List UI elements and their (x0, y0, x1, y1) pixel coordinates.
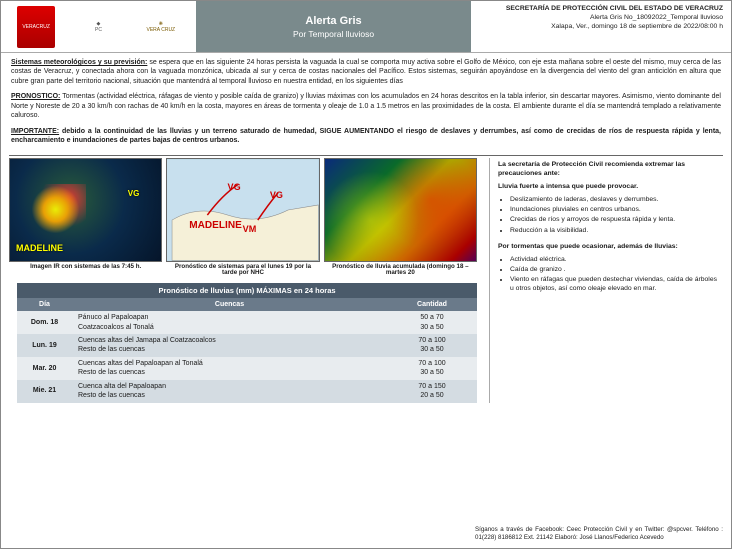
table-title: Pronóstico de lluvias (mm) MÁXIMAS en 24… (17, 283, 477, 298)
list-item: Viento en ráfagas que pueden destechar v… (510, 275, 717, 293)
alert-subtitle: Por Temporal lluvioso (293, 29, 374, 39)
cell-dia: Mie. 21 (17, 380, 72, 403)
map-ir-caption: Imagen IR con sistemas de las 7:45 h. (9, 262, 162, 273)
list-item: Actividad eléctrica. (510, 255, 717, 264)
cell-dia: Mar. 20 (17, 357, 72, 380)
cell-cantidad: 70 a 15020 a 50 (387, 380, 477, 403)
logo-pc: ◆PC (79, 6, 117, 48)
table-wrap: Pronóstico de lluvias (mm) MÁXIMAS en 24… (9, 279, 485, 403)
map-rain: Pronóstico de lluvia acumulada (domingo … (324, 158, 477, 280)
table-row: Lun. 19Cuencas altas del Jamapa al Coatz… (17, 334, 477, 357)
map-ir: MADELINE VG Imagen IR con sistemas de la… (9, 158, 162, 280)
col-cantidad: Cantidad (387, 298, 477, 311)
map-nhc-caption: Pronóstico de sistemas para el lunes 19 … (166, 262, 319, 280)
para-systems: Sistemas meteorológicos y su previsión: … (11, 58, 721, 86)
table-row: Dom. 18Pánuco al PapaloapanCoatzacoalcos… (17, 311, 477, 334)
para-forecast: PRONOSTICO: Tormentas (actividad eléctri… (11, 92, 721, 120)
logo-veracruz2: ❋VERA CRUZ (142, 6, 180, 48)
storm-heading: Por tormentas que puede ocasionar, ademá… (498, 242, 717, 251)
list-item: Caída de granizo . (510, 265, 717, 274)
col-cuencas: Cuencas (72, 298, 387, 311)
alert-datetime: Xalapa, Ver., domingo 18 de septiembre d… (479, 23, 723, 32)
label-madeline: MADELINE (16, 243, 63, 253)
cell-cuencas: Pánuco al PapaloapanCoatzacoalcos al Ton… (72, 311, 387, 334)
list-item: Inundaciones pluviales en centros urbano… (510, 205, 717, 214)
maps-row: MADELINE VG Imagen IR con sistemas de la… (9, 158, 477, 280)
mid-section: MADELINE VG Imagen IR con sistemas de la… (1, 156, 731, 403)
header: VERACRUZ ◆PC ❋VERA CRUZ Alerta Gris Por … (1, 1, 731, 53)
map-nhc: MADELINE VG VG VM Pronóstico de sistemas… (166, 158, 319, 280)
cell-cuencas: Cuencas altas del Jamapa al Coatzacoalco… (72, 334, 387, 357)
list-item: Reducción a la visibilidad. (510, 226, 717, 235)
cell-cantidad: 70 a 10030 a 50 (387, 357, 477, 380)
map-rain-caption: Pronóstico de lluvia acumulada (domingo … (324, 262, 477, 280)
map-ir-image: MADELINE VG (9, 158, 162, 262)
rec-heading: La secretaría de Protección Civil recomi… (498, 160, 717, 178)
logo-veracruz: VERACRUZ (17, 6, 55, 48)
logo-strip: VERACRUZ ◆PC ❋VERA CRUZ (1, 1, 196, 52)
map-rain-image (324, 158, 477, 262)
header-right: SECRETARÍA DE PROTECCIÓN CIVIL DEL ESTAD… (471, 1, 731, 52)
svg-text:VM: VM (243, 224, 257, 234)
table-row: Mar. 20Cuencas altas del Papaloapan al T… (17, 357, 477, 380)
list-item: Crecidas de ríos y arroyos de respuesta … (510, 215, 717, 224)
recommendations-panel: La secretaría de Protección Civil recomi… (489, 158, 723, 403)
map-nhc-image: MADELINE VG VG VM (166, 158, 319, 262)
col-dia: Día (17, 298, 72, 311)
cell-cuencas: Cuenca alta del PapaloapanResto de las c… (72, 380, 387, 403)
cell-cantidad: 50 a 7030 a 50 (387, 311, 477, 334)
label-vg: VG (128, 189, 140, 198)
table-row: Mie. 21Cuenca alta del PapaloapanResto d… (17, 380, 477, 403)
cell-dia: Dom. 18 (17, 311, 72, 334)
para-important: IMPORTANTE: debido a la continuidad de l… (11, 127, 721, 146)
body-text: Sistemas meteorológicos y su previsión: … (1, 53, 731, 155)
rain-heading: Lluvia fuerte a intensa que puede provoc… (498, 182, 717, 191)
rain-list: Deslizamiento de laderas, deslaves y der… (498, 195, 717, 235)
alert-number: Alerta Gris No_18092022_Temporal lluvios… (479, 14, 723, 23)
agency-name: SECRETARÍA DE PROTECCIÓN CIVIL DEL ESTAD… (479, 5, 723, 14)
title-bar: Alerta Gris Por Temporal lluvioso (196, 1, 471, 52)
storm-list: Actividad eléctrica.Caída de granizo .Vi… (498, 255, 717, 294)
cell-cantidad: 70 a 10030 a 50 (387, 334, 477, 357)
list-item: Deslizamiento de laderas, deslaves y der… (510, 195, 717, 204)
footer: Síganos a través de Facebook: Ceec Prote… (475, 526, 723, 542)
svg-text:MADELINE: MADELINE (190, 220, 243, 231)
cell-dia: Lun. 19 (17, 334, 72, 357)
bulletin-page: VERACRUZ ◆PC ❋VERA CRUZ Alerta Gris Por … (0, 0, 732, 549)
rain-table: Día Cuencas Cantidad Dom. 18Pánuco al Pa… (17, 298, 477, 403)
alert-title: Alerta Gris (305, 15, 361, 27)
footer-text: Síganos a través de Facebook: Ceec Prote… (475, 526, 723, 541)
cell-cuencas: Cuencas altas del Papaloapan al TonaláRe… (72, 357, 387, 380)
